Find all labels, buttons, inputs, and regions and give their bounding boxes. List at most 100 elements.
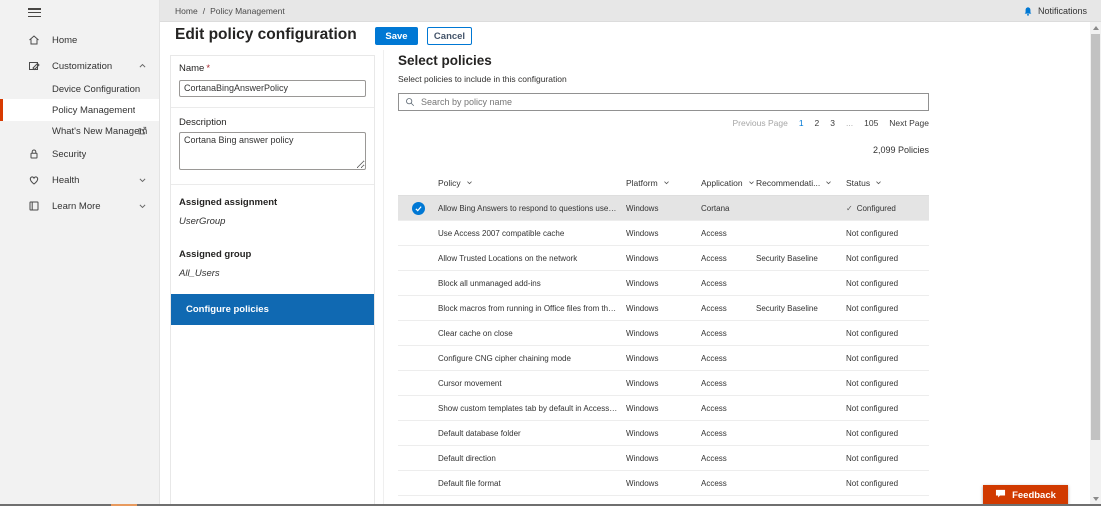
sidebar-item-label: What's New Management bbox=[52, 125, 147, 137]
search-icon bbox=[405, 97, 415, 107]
page-title: Edit policy configuration bbox=[175, 26, 357, 43]
recommendation-value: Security Baseline bbox=[756, 303, 818, 313]
cancel-button[interactable]: Cancel bbox=[427, 27, 472, 45]
policy-row[interactable]: Configure CNG cipher chaining mode Window… bbox=[398, 346, 929, 371]
assigned-group-value: All_Users bbox=[179, 267, 220, 279]
page-button-3[interactable]: 3 bbox=[830, 118, 836, 128]
chevron-down-icon bbox=[663, 179, 670, 186]
next-page-button[interactable]: Next Page bbox=[889, 118, 929, 128]
application-value: Access bbox=[701, 428, 727, 438]
feedback-button[interactable]: Feedback bbox=[983, 485, 1068, 506]
panel-subtitle: Select policies to include in this confi… bbox=[398, 74, 567, 84]
policy-row[interactable]: Block macros from running in Office file… bbox=[398, 296, 929, 321]
topbar: Home / Policy Management Notifications bbox=[160, 0, 1101, 22]
sidebar-item-label: Learn More bbox=[52, 200, 101, 212]
page-button-105[interactable]: 105 bbox=[864, 118, 879, 128]
status-value: Not configured bbox=[846, 378, 899, 388]
column-header-application[interactable]: Application bbox=[701, 178, 756, 188]
name-field[interactable] bbox=[179, 79, 366, 97]
column-label: Policy bbox=[438, 177, 461, 188]
page-ellipsis: ... bbox=[846, 118, 854, 128]
chevron-up-icon bbox=[138, 62, 147, 71]
column-header-platform[interactable]: Platform bbox=[626, 178, 701, 188]
application-value: Access bbox=[701, 228, 727, 238]
row-checkbox[interactable] bbox=[398, 201, 438, 215]
policy-row[interactable]: Allow Bing Answers to respond to questio… bbox=[398, 196, 929, 221]
scroll-down-icon[interactable] bbox=[1092, 497, 1099, 501]
assigned-assignment-label: Assigned assignment bbox=[179, 196, 278, 208]
sidebar-item-security[interactable]: Security bbox=[0, 141, 159, 167]
sidebar-item-label: Customization bbox=[52, 60, 113, 72]
sidebar-item-learn-more[interactable]: Learn More bbox=[0, 193, 159, 219]
sidebar-item-device-configuration[interactable]: Device Configuration bbox=[0, 79, 159, 99]
scrollbar-thumb[interactable] bbox=[1091, 34, 1100, 440]
policy-row[interactable]: Use Access 2007 compatible cache Windows A… bbox=[398, 221, 929, 246]
assigned-group-label: Assigned group bbox=[179, 248, 252, 260]
sidebar-item-home[interactable]: Home bbox=[0, 27, 159, 53]
sidebar-item-label: Health bbox=[52, 174, 80, 186]
column-label: Application bbox=[701, 177, 743, 188]
feedback-bubble-icon bbox=[995, 489, 1006, 502]
policy-name: Clear cache on close bbox=[438, 328, 513, 338]
policy-row[interactable]: Clear cache on close Windows Access Not con… bbox=[398, 321, 929, 346]
policy-name: Allow Bing Answers to respond to questio… bbox=[438, 203, 626, 213]
status-value: Not configured bbox=[846, 228, 899, 238]
status-value: ✓ Configured bbox=[846, 203, 896, 213]
platform-value: Windows bbox=[626, 253, 659, 263]
status-value: Not configured bbox=[846, 253, 899, 263]
name-label: Name * bbox=[179, 63, 211, 74]
column-label: Recommendati... bbox=[756, 177, 821, 188]
bell-icon bbox=[1023, 6, 1033, 17]
selected-check-icon bbox=[411, 201, 425, 215]
policy-name: Block macros from running in Office file… bbox=[438, 303, 626, 313]
policy-form-card: Name* Description Assigned assignment Us… bbox=[170, 55, 375, 505]
platform-value: Windows bbox=[626, 478, 659, 488]
vertical-scrollbar[interactable] bbox=[1090, 22, 1101, 506]
column-label: Status bbox=[846, 177, 871, 188]
platform-value: Windows bbox=[626, 428, 659, 438]
chevron-down-icon bbox=[138, 202, 147, 211]
sidebar-item-policy-management[interactable]: Policy Management bbox=[0, 99, 159, 121]
scroll-up-icon[interactable] bbox=[1092, 26, 1099, 30]
chevron-down-icon bbox=[748, 179, 755, 186]
policy-row[interactable]: Show custom templates tab by default in … bbox=[398, 396, 929, 421]
platform-value: Windows bbox=[626, 303, 659, 313]
policy-name: Use Access 2007 compatible cache bbox=[438, 228, 565, 238]
description-field[interactable] bbox=[179, 131, 366, 170]
policy-row[interactable]: Default file format Windows Access Not conf… bbox=[398, 471, 929, 496]
platform-value: Windows bbox=[626, 328, 659, 338]
application-value: Access bbox=[701, 303, 727, 313]
sidebar: Home Customization Device Configuration Pol… bbox=[0, 0, 160, 506]
chevron-down-icon bbox=[875, 179, 882, 186]
policy-row[interactable]: Default direction Windows Access Not config… bbox=[398, 446, 929, 471]
recommendation-value: Security Baseline bbox=[756, 253, 818, 263]
table-header: Policy Platform Application Recommendati...… bbox=[398, 170, 929, 196]
column-header-recommendati[interactable]: Recommendati... bbox=[756, 178, 846, 188]
page-button-2[interactable]: 2 bbox=[814, 118, 820, 128]
policy-row[interactable]: Default database folder Windows Access Not … bbox=[398, 421, 929, 446]
sidebar-item-health[interactable]: Health bbox=[0, 167, 159, 193]
learn-icon bbox=[28, 200, 40, 212]
policy-row[interactable]: Block all unmanaged add-ins Windows Access… bbox=[398, 271, 929, 296]
page-button-1[interactable]: 1 bbox=[798, 118, 804, 128]
save-button[interactable]: Save bbox=[375, 27, 418, 45]
application-value: Access bbox=[701, 378, 727, 388]
sidebar-item-label: Device Configuration bbox=[52, 83, 141, 95]
sidebar-item-what-s-new-management[interactable]: What's New Management bbox=[0, 121, 159, 141]
policy-row[interactable]: Allow Trusted Locations on the network Wi… bbox=[398, 246, 929, 271]
status-value: Not configured bbox=[846, 303, 899, 313]
notifications-button[interactable]: Notifications bbox=[1023, 0, 1087, 22]
search-input[interactable] bbox=[421, 97, 922, 107]
notifications-label: Notifications bbox=[1037, 6, 1087, 16]
configure-policies-nav[interactable]: Configure policies bbox=[171, 293, 374, 325]
hamburger-menu-icon[interactable] bbox=[28, 8, 41, 17]
select-policies-panel: Select policies Select policies to inclu… bbox=[383, 50, 940, 506]
column-header-policy[interactable]: Policy bbox=[438, 178, 626, 188]
pagination: Previous Page 1 2 3... 105 Next Page bbox=[398, 118, 929, 128]
policy-row[interactable]: Cursor movement Windows Access Not configur… bbox=[398, 371, 929, 396]
policies-table: Policy Platform Application Recommendati...… bbox=[398, 170, 929, 506]
column-header-status[interactable]: Status bbox=[846, 178, 929, 188]
breadcrumb-home-link[interactable]: Home bbox=[175, 5, 198, 16]
previous-page-button[interactable]: Previous Page bbox=[732, 118, 788, 128]
sidebar-item-customization[interactable]: Customization bbox=[0, 53, 159, 79]
